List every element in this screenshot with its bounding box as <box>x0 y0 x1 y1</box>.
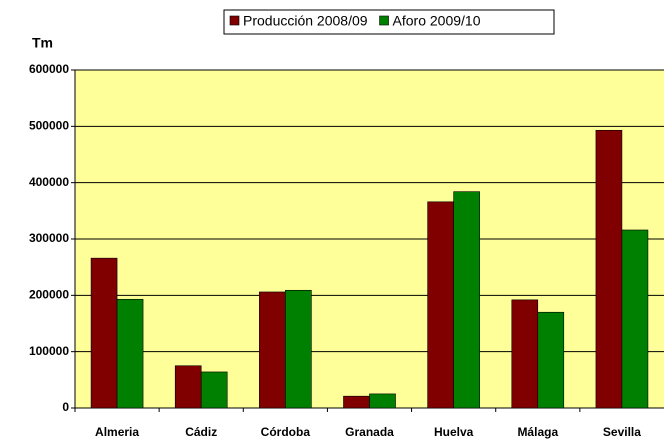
bar <box>453 191 480 409</box>
legend-label: Producción 2008/09 <box>243 13 368 29</box>
x-tick-label: Huelva <box>434 425 474 439</box>
x-tick-label: Almeria <box>95 425 139 439</box>
bar <box>511 299 539 409</box>
bar <box>90 257 118 409</box>
bar <box>343 395 370 409</box>
y-tick-label: 300000 <box>29 231 69 245</box>
y-tick-label: 200000 <box>29 288 69 302</box>
x-tick-label: Córdoba <box>261 425 311 439</box>
x-tick-label: Granada <box>345 425 394 439</box>
bar <box>537 311 565 409</box>
legend-swatch <box>229 15 240 26</box>
x-tick-label: Cádiz <box>185 425 217 439</box>
legend <box>223 9 555 35</box>
y-tick-label: 100000 <box>29 344 69 358</box>
bar <box>427 201 454 409</box>
legend-swatch <box>379 15 389 26</box>
y-tick-label: 500000 <box>29 119 69 133</box>
y-tick-label: 0 <box>62 400 69 414</box>
y-axis-label: Tm <box>32 35 53 51</box>
x-tick-label: Sevilla <box>603 425 641 439</box>
bar <box>285 289 312 409</box>
bar <box>595 129 623 409</box>
y-tick-label: 400000 <box>29 175 69 189</box>
bar <box>200 371 228 409</box>
legend-label: Aforo 2009/10 <box>393 13 481 29</box>
bar <box>621 229 649 409</box>
x-tick-label: Málaga <box>517 425 558 439</box>
y-tick-label: 600000 <box>29 62 69 76</box>
bar <box>259 291 286 409</box>
bar <box>116 298 144 409</box>
bar <box>174 365 202 409</box>
bar <box>369 393 396 409</box>
